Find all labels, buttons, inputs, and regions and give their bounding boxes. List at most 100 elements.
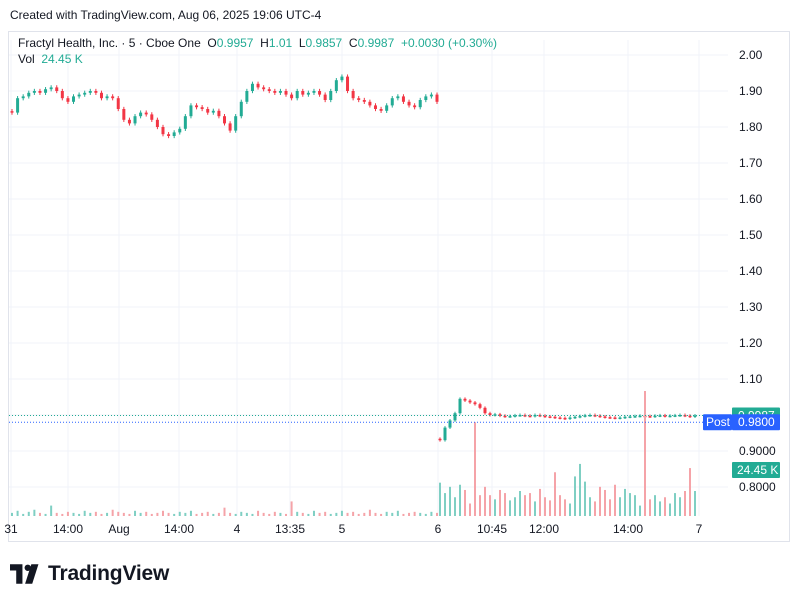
candle-body: [351, 91, 355, 99]
volume-bar: [594, 501, 596, 516]
low-label: L: [298, 36, 306, 50]
volume-bar: [524, 495, 526, 516]
volume-bar: [644, 391, 646, 516]
candle-body: [568, 417, 572, 420]
y-tick-label: 1.50: [739, 228, 763, 242]
candle-body: [44, 89, 48, 93]
volume-bar: [50, 505, 53, 516]
candle-body: [111, 96, 115, 99]
x-tick-label: 4: [234, 522, 241, 536]
volume-bar: [229, 512, 232, 516]
volume-bar: [78, 513, 81, 516]
volume-bar: [489, 495, 491, 516]
candle-body: [429, 94, 433, 97]
header-strip: [0, 0, 798, 30]
volume-bar: [352, 511, 355, 516]
volume-bar: [474, 422, 476, 516]
candle-body: [573, 416, 577, 419]
volume-bar: [549, 500, 551, 516]
candle-body: [83, 92, 87, 95]
volume-bar: [544, 497, 546, 516]
volume-bar: [83, 510, 86, 516]
watermark-text: TradingView: [48, 562, 170, 585]
volume-bar: [329, 513, 332, 516]
y-tick-label: 1.10: [739, 372, 763, 386]
volume-bar: [614, 484, 616, 516]
candle-body: [144, 112, 148, 115]
volume-bar: [479, 495, 481, 516]
candle-body: [453, 413, 457, 421]
candle-body: [513, 415, 517, 417]
candle-body: [178, 128, 182, 133]
post-price-label: 0.9800: [738, 415, 775, 429]
x-tick-label: Aug: [108, 522, 129, 536]
volume-bar: [509, 500, 511, 516]
volume-bar: [145, 511, 148, 516]
candle-body: [673, 415, 677, 417]
volume-bar: [173, 513, 176, 516]
volume-bar: [257, 510, 260, 516]
volume-bar: [449, 486, 451, 516]
change-value: +0.0030 (+0.30%): [400, 36, 498, 50]
volume-bar: [100, 513, 103, 516]
candle-body: [608, 417, 612, 419]
candle-body: [150, 114, 154, 120]
candle-body: [223, 116, 226, 124]
candle-body: [284, 91, 288, 95]
candle-body: [267, 89, 271, 91]
volume-bar: [184, 512, 187, 516]
candle-body: [473, 402, 477, 405]
candle-body: [88, 91, 92, 93]
candle-body: [217, 110, 221, 117]
candle-body: [189, 105, 193, 117]
candle-body: [273, 91, 277, 93]
volume-bar: [245, 512, 248, 516]
volume-bar: [251, 513, 254, 516]
volume-bar: [33, 509, 36, 516]
candles-aug1-5: [10, 74, 439, 139]
candle-body: [613, 417, 617, 420]
volume-bar: [111, 509, 114, 516]
volume-bar: [639, 505, 641, 516]
volume-bar: [106, 512, 109, 516]
candle-body: [468, 400, 472, 403]
volume-bar: [273, 511, 276, 516]
volume-bar: [134, 510, 137, 516]
candle-body: [563, 417, 567, 420]
candle-body: [548, 416, 552, 418]
y-tick-label: 1.70: [739, 156, 763, 170]
volume-bar: [240, 511, 243, 516]
candle-body: [638, 415, 642, 418]
volume-bar: [689, 468, 691, 516]
close-value: 0.9987: [357, 36, 395, 50]
y-tick-label: 0.8000: [739, 480, 776, 494]
y-tick-label: 1.40: [739, 264, 763, 278]
x-tick-label: 10:45: [477, 522, 507, 536]
candle-body: [10, 111, 14, 113]
x-tick-label: 14:00: [613, 522, 643, 536]
volume-bar: [499, 489, 501, 516]
y-tick-label: 1.30: [739, 300, 763, 314]
post-tag-label: Post: [706, 415, 731, 429]
volume-bar: [117, 511, 120, 516]
candle-body: [648, 416, 652, 418]
ohlc-legend: Fractyl Health, Inc. · 5 · Cboe One O0.9…: [18, 36, 497, 50]
volume-bar: [494, 499, 496, 516]
volume-bar: [335, 512, 338, 516]
volume-tag: [732, 462, 780, 478]
volume-bar: [396, 510, 399, 516]
candle-body: [38, 91, 42, 93]
candle-body: [32, 91, 36, 93]
candle-body: [633, 416, 637, 418]
volume-bar: [569, 503, 571, 516]
volume-bar: [301, 512, 304, 516]
volume-bar: [424, 513, 427, 516]
created-with-caption: Created with TradingView.com, Aug 06, 20…: [10, 8, 322, 22]
candle-body: [239, 101, 243, 117]
volume-bar: [290, 501, 293, 516]
tradingview-watermark[interactable]: TradingView: [10, 561, 169, 587]
candle-body: [155, 119, 159, 127]
volume-bar: [604, 489, 606, 516]
candle-body: [250, 83, 254, 91]
